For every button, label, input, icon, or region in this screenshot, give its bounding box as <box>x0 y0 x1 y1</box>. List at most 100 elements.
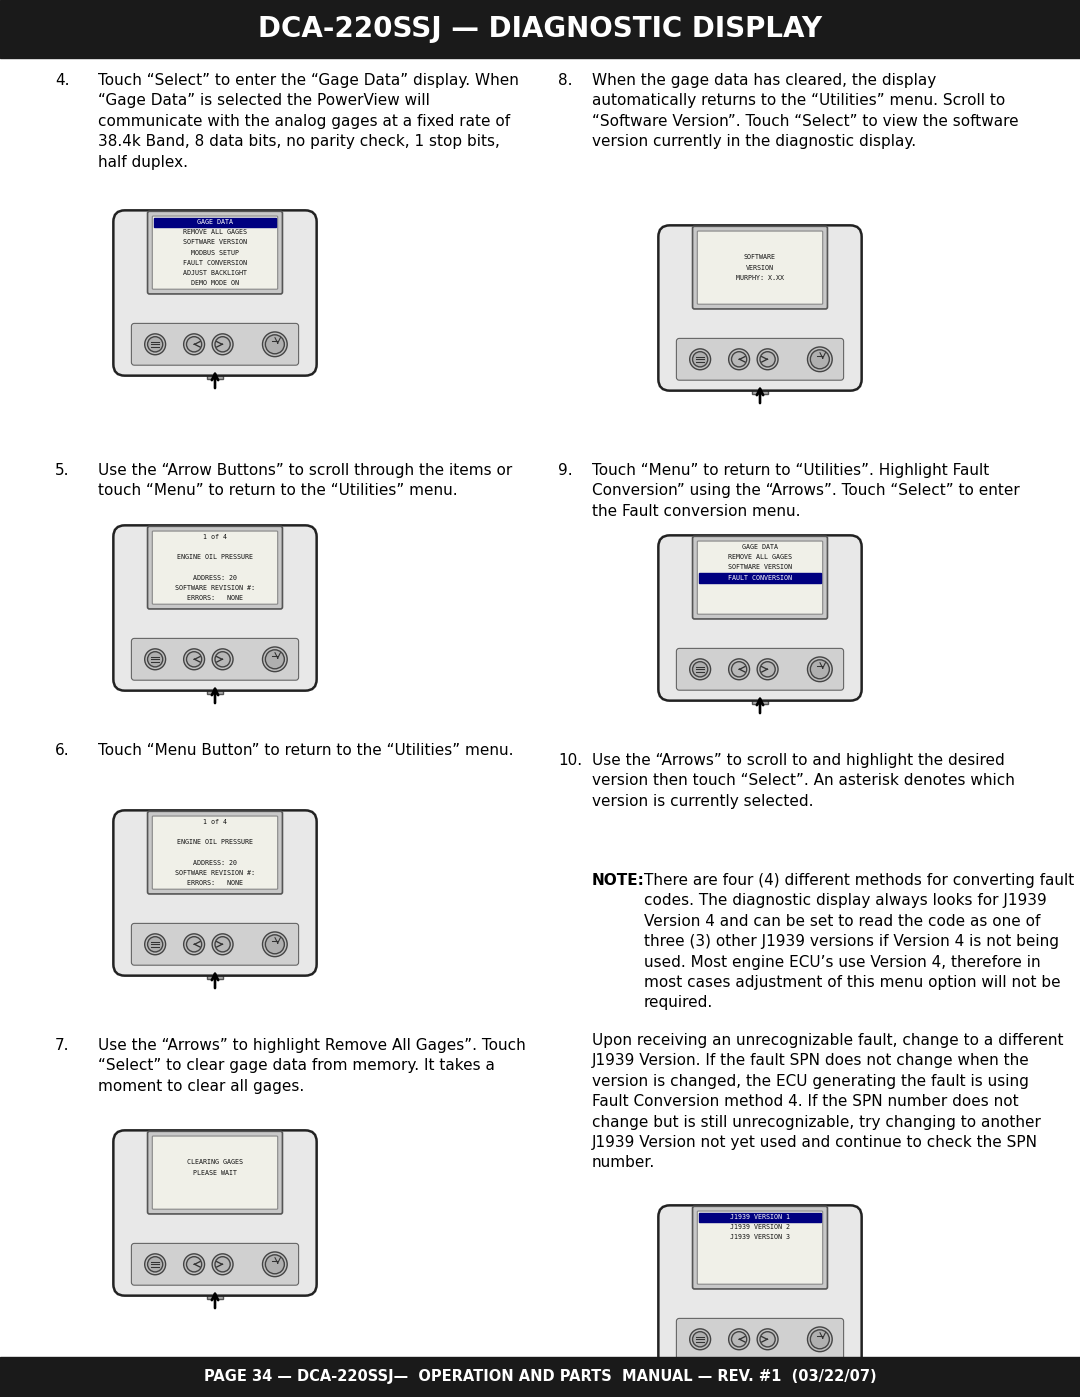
Circle shape <box>148 937 163 951</box>
FancyBboxPatch shape <box>692 1206 827 1289</box>
Bar <box>699 573 821 583</box>
Bar <box>207 1281 222 1299</box>
FancyBboxPatch shape <box>659 225 862 391</box>
FancyBboxPatch shape <box>148 527 283 609</box>
Ellipse shape <box>170 532 260 545</box>
Bar <box>753 686 768 704</box>
FancyBboxPatch shape <box>659 1206 862 1370</box>
Text: 10.: 10. <box>558 753 582 768</box>
Circle shape <box>187 651 202 666</box>
Bar <box>0 0 1080 59</box>
Circle shape <box>760 1331 775 1347</box>
FancyBboxPatch shape <box>659 535 862 701</box>
Text: 6.: 6. <box>55 743 69 759</box>
Ellipse shape <box>715 1213 805 1225</box>
FancyBboxPatch shape <box>132 638 298 680</box>
Circle shape <box>731 1331 746 1347</box>
Circle shape <box>729 659 750 680</box>
Circle shape <box>757 349 778 370</box>
Circle shape <box>808 657 833 682</box>
Ellipse shape <box>715 542 805 555</box>
Text: J1939 VERSION 3: J1939 VERSION 3 <box>730 1235 789 1241</box>
Text: VERSION: VERSION <box>746 264 774 271</box>
Text: PLEASE WAIT: PLEASE WAIT <box>193 1169 237 1176</box>
Circle shape <box>187 937 202 951</box>
Bar <box>753 376 768 394</box>
Circle shape <box>212 648 233 669</box>
Circle shape <box>215 937 230 951</box>
Text: MODBUS SETUP: MODBUS SETUP <box>191 250 239 256</box>
Circle shape <box>148 651 163 666</box>
FancyBboxPatch shape <box>132 923 298 965</box>
Text: When the gage data has cleared, the display
automatically returns to the “Utilit: When the gage data has cleared, the disp… <box>592 73 1018 149</box>
Text: SOFTWARE REVISION #:: SOFTWARE REVISION #: <box>175 870 255 876</box>
Circle shape <box>262 332 287 356</box>
Circle shape <box>266 650 284 669</box>
Text: SOFTWARE VERSION: SOFTWARE VERSION <box>183 239 247 246</box>
Circle shape <box>215 651 230 666</box>
Circle shape <box>184 1255 204 1274</box>
Circle shape <box>731 352 746 367</box>
Circle shape <box>215 1257 230 1271</box>
Circle shape <box>184 933 204 954</box>
Circle shape <box>692 1331 707 1347</box>
FancyBboxPatch shape <box>152 1136 278 1210</box>
Bar <box>699 1213 821 1222</box>
Text: 7.: 7. <box>55 1038 69 1053</box>
Text: FAULT CONVERSION: FAULT CONVERSION <box>728 574 792 581</box>
FancyBboxPatch shape <box>676 338 843 380</box>
Circle shape <box>145 334 165 355</box>
Ellipse shape <box>170 1137 260 1150</box>
Text: ENGINE OIL PRESSURE: ENGINE OIL PRESSURE <box>177 840 253 845</box>
Text: ADJUST BACKLIGHT: ADJUST BACKLIGHT <box>183 270 247 277</box>
FancyBboxPatch shape <box>698 541 823 615</box>
FancyBboxPatch shape <box>132 323 298 365</box>
Circle shape <box>690 659 711 680</box>
FancyBboxPatch shape <box>698 231 823 305</box>
Circle shape <box>760 662 775 678</box>
Circle shape <box>690 1329 711 1350</box>
Text: NOTE:: NOTE: <box>592 873 645 888</box>
Circle shape <box>145 1255 165 1274</box>
FancyBboxPatch shape <box>676 648 843 690</box>
Circle shape <box>187 337 202 352</box>
FancyBboxPatch shape <box>692 536 827 619</box>
Text: ADDRESS: 20: ADDRESS: 20 <box>193 859 237 866</box>
Circle shape <box>266 335 284 353</box>
Ellipse shape <box>170 217 260 231</box>
Circle shape <box>184 648 204 669</box>
Circle shape <box>757 1329 778 1350</box>
Text: Touch “Select” to enter the “Gage Data” display. When
“Gage Data” is selected th: Touch “Select” to enter the “Gage Data” … <box>98 73 518 169</box>
Circle shape <box>729 1329 750 1350</box>
FancyBboxPatch shape <box>148 211 283 293</box>
Text: Use the “Arrows” to scroll to and highlight the desired
version then touch “Sele: Use the “Arrows” to scroll to and highli… <box>592 753 1015 809</box>
Text: ENGINE OIL PRESSURE: ENGINE OIL PRESSURE <box>177 555 253 560</box>
Bar <box>207 961 222 979</box>
Circle shape <box>184 334 204 355</box>
Text: PAGE 34 — DCA-220SSJ—  OPERATION AND PARTS  MANUAL — REV. #1  (03/22/07): PAGE 34 — DCA-220SSJ— OPERATION AND PART… <box>204 1369 876 1384</box>
Circle shape <box>266 1255 284 1274</box>
Circle shape <box>808 346 833 372</box>
Circle shape <box>808 1327 833 1352</box>
Text: 1 of 4: 1 of 4 <box>203 534 227 541</box>
Circle shape <box>262 647 287 672</box>
Circle shape <box>145 648 165 669</box>
Circle shape <box>810 1330 829 1348</box>
Circle shape <box>692 352 707 367</box>
Text: 8.: 8. <box>558 73 572 88</box>
Text: DEMO MODE ON: DEMO MODE ON <box>191 281 239 286</box>
Text: 9.: 9. <box>558 462 572 478</box>
Circle shape <box>731 662 746 678</box>
Circle shape <box>145 933 165 954</box>
Circle shape <box>729 349 750 370</box>
FancyBboxPatch shape <box>152 531 278 604</box>
Text: SOFTWARE: SOFTWARE <box>744 254 777 260</box>
Circle shape <box>690 349 711 370</box>
Text: 1 of 4: 1 of 4 <box>203 819 227 826</box>
Circle shape <box>212 334 233 355</box>
Text: Use the “Arrow Buttons” to scroll through the items or
touch “Menu” to return to: Use the “Arrow Buttons” to scroll throug… <box>98 462 512 499</box>
Text: 5.: 5. <box>55 462 69 478</box>
Bar <box>207 360 222 380</box>
Text: Touch “Menu Button” to return to the “Utilities” menu.: Touch “Menu Button” to return to the “Ut… <box>98 743 513 759</box>
Text: Upon receiving an unrecognizable fault, change to a different
J1939 Version. If : Upon receiving an unrecognizable fault, … <box>592 1032 1064 1171</box>
